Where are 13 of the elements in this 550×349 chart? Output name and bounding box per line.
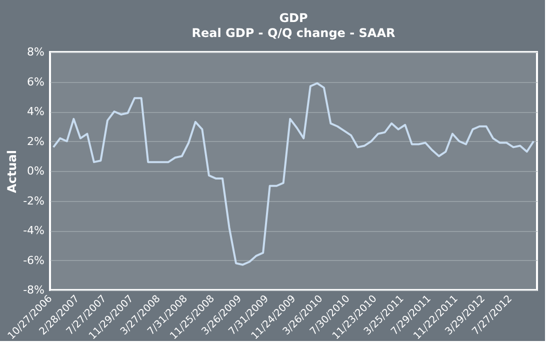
- y-tick-label: -2%: [23, 194, 44, 208]
- y-tick-label: 0%: [27, 164, 44, 178]
- y-tick-label: 6%: [27, 75, 44, 88]
- line-series: [52, 82, 535, 266]
- y-tick-label: -6%: [23, 254, 44, 267]
- y-tick-label: -4%: [23, 224, 44, 237]
- y-axis-title: Actual: [5, 150, 20, 193]
- y-tick-label: -8%: [23, 284, 44, 296]
- y-tick-label: 8%: [27, 46, 44, 58]
- y-tick-label: 4%: [27, 105, 44, 118]
- y-tick-label: 2%: [27, 134, 44, 148]
- chart-subtitle: Real GDP - Q/Q change - SAAR: [192, 26, 396, 40]
- chart-title: GDP: [279, 11, 308, 25]
